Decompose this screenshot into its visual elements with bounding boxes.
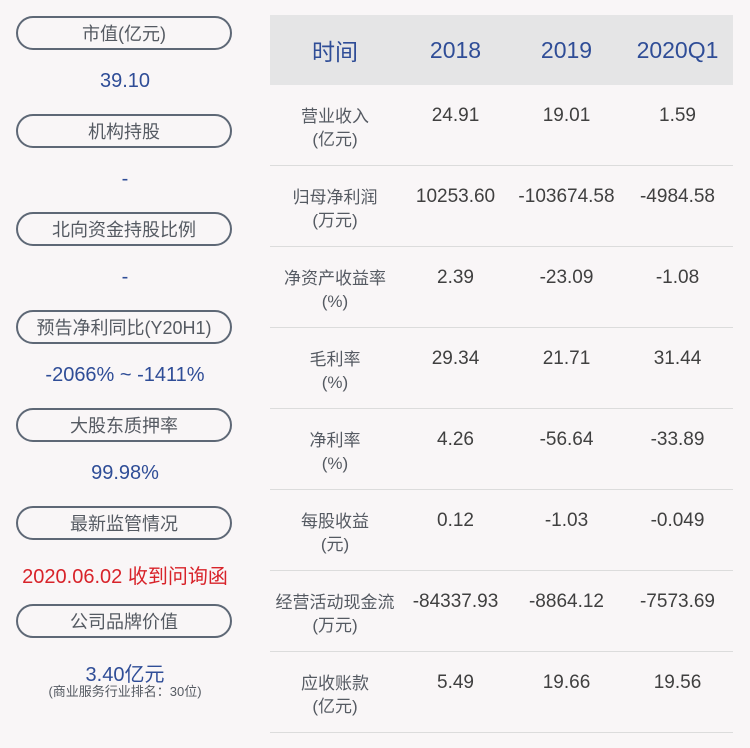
cell-2019: 19.66	[542, 672, 591, 693]
label-text: 预告净利同比(Y20H1)	[36, 318, 212, 338]
row-label: 营业收入 (亿元)	[270, 85, 400, 151]
profit-forecast-value: -2066% ~ -1411%	[45, 364, 205, 386]
row-unit: (%)	[321, 292, 349, 311]
northbound-holding-label: 北向资金持股比例	[16, 212, 232, 246]
market-cap-value: 39.10	[99, 70, 151, 92]
row-unit: (亿元)	[312, 130, 358, 149]
cell-2019: 21.71	[542, 348, 591, 369]
row-label-text: 归母净利润	[292, 188, 378, 207]
row-label-text: 净利率	[309, 431, 361, 450]
cell-2019: -103674.58	[518, 186, 615, 207]
cell-2018: 29.34	[431, 348, 480, 369]
header-2018: 2018	[429, 36, 482, 63]
row-label-text: 每股收益	[301, 512, 369, 531]
row-label-text: 经营活动现金流	[275, 593, 395, 612]
table-row: 净资产收益率 (%) 2.39 -23.09 -1.08	[270, 247, 733, 328]
regulatory-status-value: 2020.06.02 收到问询函	[22, 566, 228, 588]
row-label-text: 毛利率	[309, 350, 361, 369]
cell-2020q1: 31.44	[653, 348, 702, 369]
cell-2019: -1.03	[544, 510, 589, 531]
cell-2020q1: -1.08	[655, 267, 700, 288]
market-cap-label: 市值(亿元)	[16, 16, 232, 50]
table-row: 每股收益 (元) 0.12 -1.03 -0.049	[270, 490, 733, 571]
row-label: 应收账款 (亿元)	[270, 652, 400, 718]
row-unit: (%)	[321, 373, 349, 392]
label-text: 最新监管情况	[70, 514, 178, 534]
pledge-ratio-label: 大股东质押率	[16, 408, 232, 442]
row-unit: (亿元)	[312, 697, 358, 716]
cell-2019: -8864.12	[528, 591, 604, 612]
institutional-holding-value: -	[121, 168, 129, 190]
label-text: 北向资金持股比例	[52, 220, 196, 240]
cell-2018: 24.91	[431, 105, 480, 126]
label-text: 机构持股	[88, 122, 160, 142]
northbound-holding-value: -	[121, 266, 129, 288]
cell-2019: -56.64	[539, 429, 594, 450]
cell-2020q1: -7573.69	[639, 591, 715, 612]
header-time: 时间	[312, 39, 358, 65]
brand-value-rank-note: (商业服务行业排名：30位)	[48, 684, 202, 699]
row-unit: (万元)	[312, 211, 358, 230]
cell-2018: 4.26	[437, 429, 474, 450]
row-label: 净资产收益率 (%)	[270, 247, 400, 313]
cell-2019: -23.09	[539, 267, 594, 288]
cell-2018: 2.39	[437, 267, 474, 288]
cell-2018: 5.49	[437, 672, 474, 693]
cell-2020q1: 1.59	[659, 105, 696, 126]
brand-value-value: 3.40亿元	[85, 664, 165, 686]
table-row: 归母净利润 (万元) 10253.60 -103674.58 -4984.58	[270, 166, 733, 247]
cell-2018: -84337.93	[412, 591, 499, 612]
label-text: 公司品牌价值	[70, 612, 178, 632]
row-label-text: 营业收入	[301, 107, 369, 126]
row-label-text: 净资产收益率	[284, 269, 386, 288]
table-row: 净利率 (%) 4.26 -56.64 -33.89	[270, 409, 733, 490]
institutional-holding-label: 机构持股	[16, 114, 232, 148]
pledge-ratio-value: 99.98%	[91, 462, 159, 484]
header-2019: 2019	[540, 36, 593, 63]
table-row: 应收账款 (亿元) 5.49 19.66 19.56	[270, 652, 733, 733]
cell-2019: 19.01	[542, 105, 591, 126]
regulatory-status-label: 最新监管情况	[16, 506, 232, 540]
cell-2018: 10253.60	[415, 186, 496, 207]
header-2020q1: 2020Q1	[636, 36, 719, 63]
row-label: 经营活动现金流 (万元)	[270, 571, 400, 637]
table-row: 经营活动现金流 (万元) -84337.93 -8864.12 -7573.69	[270, 571, 733, 652]
cell-2018: 0.12	[437, 510, 474, 531]
row-unit: (%)	[321, 454, 349, 473]
label-text: 市值(亿元)	[82, 24, 166, 44]
cell-2020q1: -33.89	[650, 429, 705, 450]
profit-forecast-label: 预告净利同比(Y20H1)	[16, 310, 232, 344]
row-label: 净利率 (%)	[270, 409, 400, 475]
row-label: 归母净利润 (万元)	[270, 166, 400, 232]
cell-2020q1: -0.049	[650, 510, 705, 531]
cell-2020q1: -4984.58	[639, 186, 715, 207]
brand-value-label: 公司品牌价值	[16, 604, 232, 638]
row-unit: (万元)	[312, 616, 358, 635]
table-row: 毛利率 (%) 29.34 21.71 31.44	[270, 328, 733, 409]
row-label-text: 应收账款	[301, 674, 369, 693]
table-row: 营业收入 (亿元) 24.91 19.01 1.59	[270, 85, 733, 166]
financial-table: 时间 2018 2019 2020Q1 营业收入 (亿元) 24.91 19.01…	[270, 15, 733, 733]
label-text: 大股东质押率	[70, 416, 178, 436]
row-label: 毛利率 (%)	[270, 328, 400, 394]
row-unit: (元)	[320, 535, 350, 554]
cell-2020q1: 19.56	[653, 672, 702, 693]
table-header: 时间 2018 2019 2020Q1	[270, 15, 733, 85]
row-label: 每股收益 (元)	[270, 490, 400, 556]
